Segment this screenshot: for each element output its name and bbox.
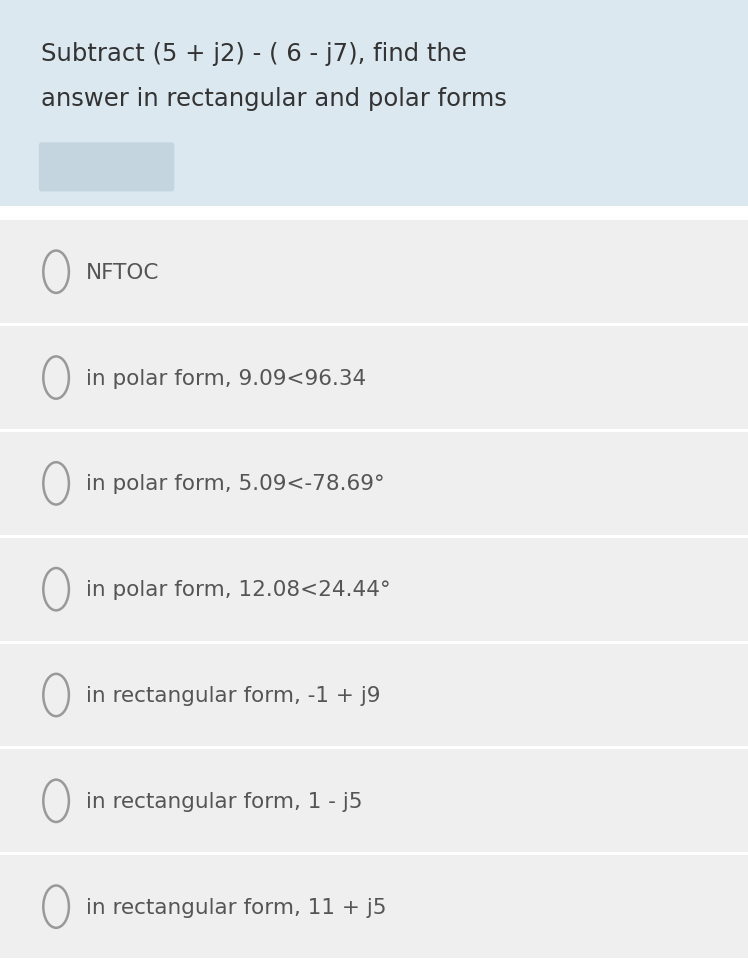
FancyBboxPatch shape bbox=[0, 855, 748, 958]
Text: in rectangular form, -1 + j9: in rectangular form, -1 + j9 bbox=[86, 685, 381, 705]
Text: in rectangular form, 11 + j5: in rectangular form, 11 + j5 bbox=[86, 897, 387, 917]
FancyBboxPatch shape bbox=[0, 538, 748, 641]
Text: in polar form, 12.08<24.44°: in polar form, 12.08<24.44° bbox=[86, 579, 390, 600]
Text: NFTOC: NFTOC bbox=[86, 262, 159, 283]
Text: answer in rectangular and polar forms: answer in rectangular and polar forms bbox=[41, 87, 507, 111]
FancyBboxPatch shape bbox=[39, 143, 174, 192]
Text: Subtract (5 + j2) - ( 6 - j7), find the: Subtract (5 + j2) - ( 6 - j7), find the bbox=[41, 41, 467, 65]
Text: in polar form, 5.09<-78.69°: in polar form, 5.09<-78.69° bbox=[86, 474, 384, 494]
Text: in polar form, 9.09<96.34: in polar form, 9.09<96.34 bbox=[86, 368, 367, 388]
FancyBboxPatch shape bbox=[0, 0, 748, 207]
FancyBboxPatch shape bbox=[0, 221, 748, 324]
Text: in rectangular form, 1 - j5: in rectangular form, 1 - j5 bbox=[86, 791, 363, 811]
FancyBboxPatch shape bbox=[0, 750, 748, 852]
FancyBboxPatch shape bbox=[0, 432, 748, 535]
FancyBboxPatch shape bbox=[0, 327, 748, 430]
FancyBboxPatch shape bbox=[0, 644, 748, 747]
